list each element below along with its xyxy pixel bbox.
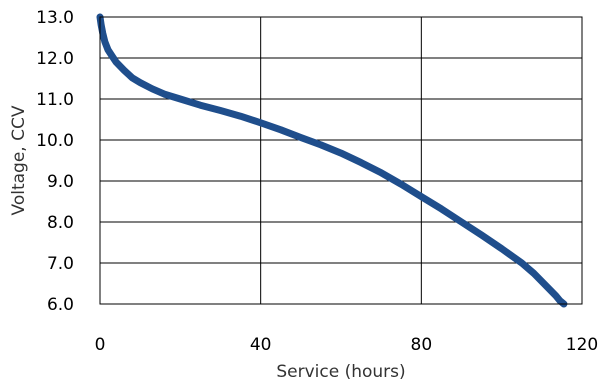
x-tick-label: 80 <box>411 335 433 355</box>
y-axis-label: Voltage, CCV <box>9 105 29 215</box>
y-tick-label: 7.0 <box>47 254 74 274</box>
y-tick-label: 9.0 <box>47 172 74 192</box>
y-tick-label: 6.0 <box>47 295 74 315</box>
y-tick-label: 13.0 <box>36 8 74 28</box>
x-axis-label: Service (hours) <box>276 362 405 381</box>
y-tick-label: 10.0 <box>36 131 74 151</box>
plot-border <box>99 16 583 305</box>
x-tick-labels: 0 40 80 120 <box>95 335 599 355</box>
plot-area <box>100 17 582 304</box>
x-tick-label: 120 <box>566 335 598 355</box>
y-tick-label: 11.0 <box>36 90 74 110</box>
x-tick-label: 40 <box>250 335 272 355</box>
series-group <box>96 13 568 308</box>
y-tick-labels: 6.0 7.0 8.0 9.0 10.0 11.0 12.0 13.0 <box>36 8 74 315</box>
y-tick-label: 12.0 <box>36 49 74 69</box>
x-tick-label: 0 <box>95 335 106 355</box>
y-tick-label: 8.0 <box>47 213 74 233</box>
series-line-voltage <box>96 13 568 308</box>
